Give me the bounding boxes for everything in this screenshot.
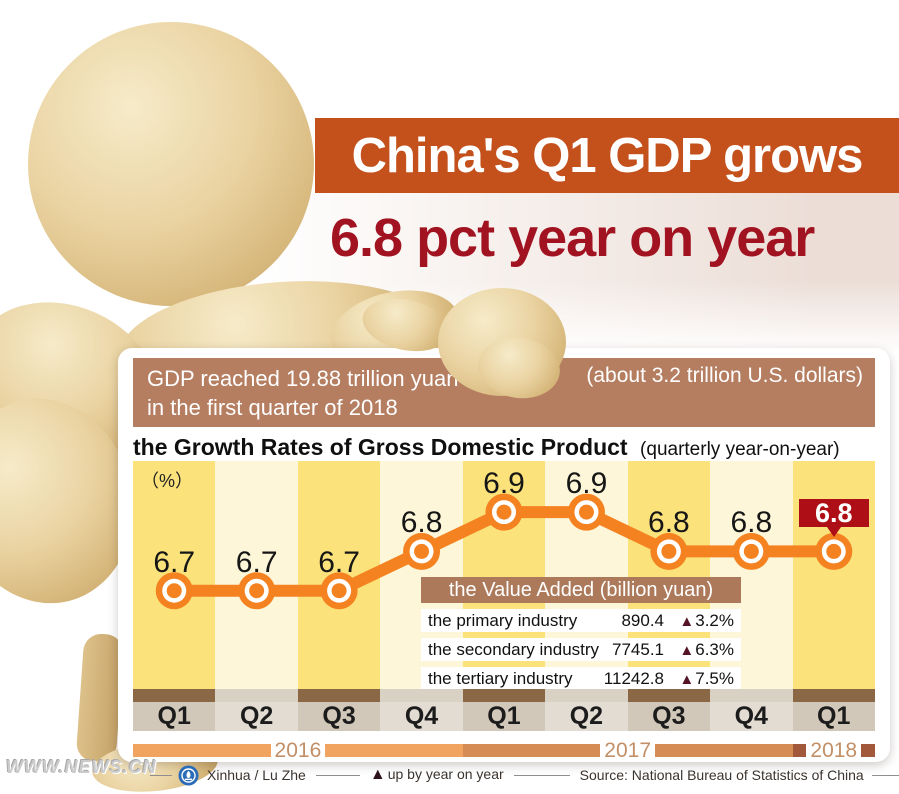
year-bar-segment [133,744,271,757]
up-triangle-icon: ▲ [679,641,695,659]
value-added-row: the primary industry 890.4 ▲3.2% [421,609,741,632]
unit-label: （%） [141,471,194,491]
highlight-value-badge: 6.8 [798,499,869,538]
gdp-banner-line2: in the first quarter of 2018 [147,395,398,420]
up-triangle-icon: ▲ [679,612,695,630]
value-added-table: the Value Added (billion yuan) the prima… [421,577,741,696]
xinhua-logo-icon [178,765,199,785]
data-point-marker [249,583,265,599]
up-triangle-icon: ▲ [369,766,386,783]
industry-name: the tertiary industry [428,668,573,688]
footer-divider [513,774,570,776]
data-point-marker [414,543,430,559]
data-point-marker [578,504,594,520]
badge-pointer [826,527,841,538]
headline-line1: China's Q1 GDP grows [351,128,864,183]
gdp-banner-text: GDP reached 19.88 trillion yuan in the f… [147,364,458,422]
data-point-label: 6.8 [730,506,773,540]
year-axis: 2016 2017 2018 [133,740,875,761]
year-bar-segment [792,744,807,757]
industry-change: ▲6.3% [679,639,734,659]
credit: Xinhua / Lu Zhe [207,767,306,783]
data-point-label: 6.8 [648,506,690,540]
quarter-label: Q4 [380,702,463,731]
industry-name: the primary industry [428,610,578,630]
quarter-label: Q3 [627,702,711,731]
data-point-label: 6.7 [235,545,278,579]
quarter-label: Q3 [297,702,381,731]
footer: Xinhua / Lu Zhe ▲ up by year on year Sour… [150,762,899,788]
industry-value: 890.4 [621,610,664,630]
year-group: 2016 [133,740,463,761]
axis-strip-cell [627,689,711,702]
axis-strip-cell [710,689,793,702]
footer-divider [315,774,360,776]
year-label: 2017 [604,739,652,762]
data-point-marker [166,583,182,599]
year-bar-segment [325,744,463,757]
axis-strip-cell [133,689,216,702]
year-label: 2018 [810,739,858,762]
quarter-label: Q2 [545,702,628,731]
year-bar-segment [861,744,875,757]
axis-strip-cell [380,689,463,702]
footer-divider [150,774,172,776]
data-point-label: 6.7 [318,545,360,579]
up-triangle-icon: ▲ [679,670,695,688]
plot-area: （%） 6.7 6.7 6.7 6.8 6.9 6.9 6.8 6.8 6.8 the Valu… [133,461,875,690]
data-point-label: 6.8 [400,506,443,540]
quarter-label: Q1 [462,702,546,731]
quarter-label: Q4 [710,702,793,731]
value-added-rows: the primary industry 890.4 ▲3.2% the second… [421,609,741,690]
source: Source: National Bureau of Statistics of… [579,767,864,783]
year-label: 2016 [274,739,322,762]
quarter-label: Q1 [133,702,216,731]
data-point-marker [743,543,759,559]
chart-title-row: the Growth Rates of Gross Domestic Produ… [133,434,875,461]
axis-strip-cell [215,689,298,702]
headline-banner: China's Q1 GDP grows [315,118,899,193]
footer-divider [871,774,899,776]
value-added-row: the tertiary industry 11242.8 ▲7.5% [421,667,741,690]
year-group: 2017 [462,739,793,762]
gdp-growth-line-chart [155,493,853,610]
year-bar-segment [462,744,601,757]
quarter-label: Q2 [215,702,298,731]
legend: ▲ up by year on year [370,766,504,784]
value-added-row: the secondary industry 7745.1 ▲6.3% [421,638,741,661]
axis-strip-cell [545,689,628,702]
year-bar-segment [655,744,793,757]
data-point-marker [496,504,512,520]
mascot-head [28,22,314,306]
axis-strip-cell [297,689,381,702]
axis-strip [133,689,875,702]
axis-strip-cell [462,689,546,702]
quarter-axis: Q1 Q2 Q3 Q4 Q1 Q2 Q3 Q4 Q1 [133,702,875,731]
news-cn-watermark: WWW.NEWS.CN [6,757,157,777]
data-point-label: 6.9 [483,467,525,501]
industry-change: ▲7.5% [679,668,734,688]
gdp-banner-line1: GDP reached 19.88 trillion yuan [147,366,459,391]
gdp-banner-usd: (about 3.2 trillion U.S. dollars) [586,364,863,387]
headline-line2: 6.8 pct year on year [330,208,815,268]
data-point-marker [661,543,677,559]
quarter-label: Q1 [792,702,875,731]
data-point-marker [826,543,842,559]
industry-change: ▲3.2% [679,610,734,630]
data-point-marker [331,583,347,599]
industry-value: 11242.8 [603,668,664,688]
plot-band [792,461,875,689]
year-group: 2018 [792,739,875,762]
data-point-label: 6.9 [565,467,608,501]
value-added-header: the Value Added (billion yuan) [421,577,741,603]
chart-subtitle: (quarterly year-on-year) [640,439,840,460]
industry-name: the secondary industry [428,639,600,659]
industry-value: 7745.1 [612,639,664,659]
data-point-label: 6.7 [153,545,196,579]
legend-text: up by year on year [387,766,504,782]
content-card: GDP reached 19.88 trillion yuan in the f… [118,348,890,762]
axis-strip-cell [792,689,875,702]
chart-title: the Growth Rates of Gross Domestic Produ… [133,434,628,460]
